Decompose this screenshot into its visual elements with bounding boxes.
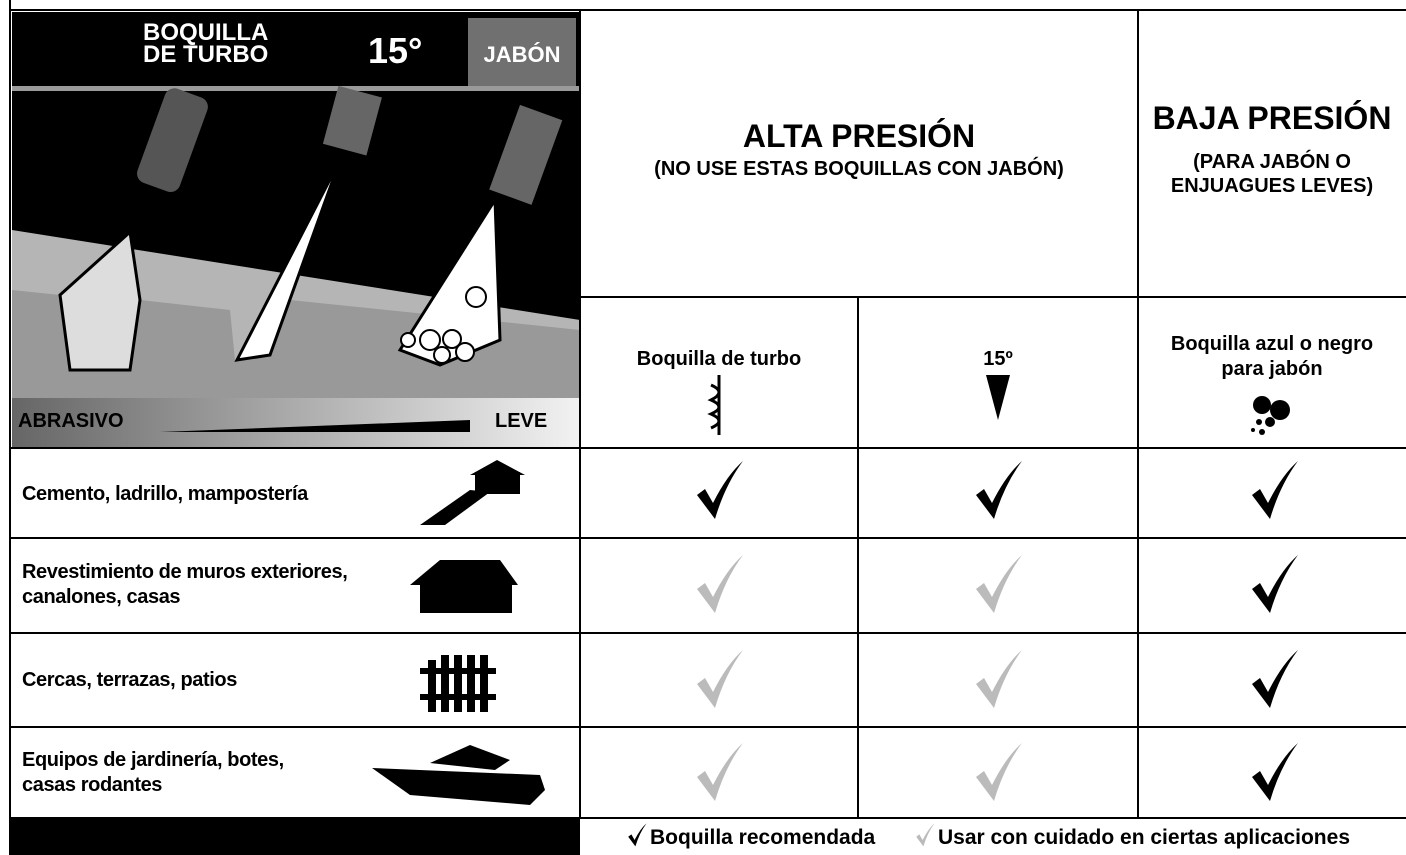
row-label: Cercas, terrazas, patios xyxy=(22,668,237,693)
scale-left: ABRASIVO xyxy=(18,410,124,432)
low-title: BAJA PRESIÓN xyxy=(1152,100,1392,136)
text: para jabón xyxy=(1221,358,1323,380)
text: Boquilla de turbo xyxy=(636,348,802,370)
text: Revestimiento de muros exteriores, xyxy=(22,561,348,583)
legend-caution: Usar con cuidado en ciertas aplicaciones xyxy=(938,826,1350,849)
text: (PARA JABÓN O xyxy=(1193,151,1351,173)
soap-box xyxy=(468,18,576,86)
nozzle-label: 15º xyxy=(858,348,1138,371)
high-title: ALTA PRESIÓN xyxy=(742,118,976,154)
row-label: Cemento, ladrillo, mampostería xyxy=(22,482,308,507)
text: Cemento, ladrillo, mampostería xyxy=(22,483,308,505)
text: DE TURBO xyxy=(143,41,269,68)
table-lines xyxy=(9,0,1406,855)
check-marks xyxy=(697,461,1298,801)
panel-title: BOQUILLA DE TURBO xyxy=(143,19,269,68)
text: 15º xyxy=(983,348,1013,370)
nozzle-label: Boquilla de turbo xyxy=(580,348,858,371)
text: casas rodantes xyxy=(22,774,163,796)
text: BOQUILLA xyxy=(143,19,269,46)
row-label: Revestimiento de muros exteriores, canalo… xyxy=(22,560,348,610)
panel-angle: 15° xyxy=(368,30,423,71)
row-label: Equipos de jardinería, botes, casas rodan… xyxy=(22,748,284,798)
scale-right: LEVE xyxy=(495,410,548,432)
text: Cercas, terrazas, patios xyxy=(22,669,237,691)
nozzle-label: Boquilla azul o negro para jabón xyxy=(1138,332,1406,382)
text: ENJUAGUES LEVES) xyxy=(1170,175,1374,197)
low-note: (PARA JABÓN O ENJUAGUES LEVES) xyxy=(1138,150,1406,198)
panel-soap: JABÓN xyxy=(483,42,561,67)
text: Equipos de jardinería, botes, xyxy=(22,749,284,771)
legend-recommended: Boquilla recomendada xyxy=(650,826,876,849)
text: canalones, casas xyxy=(22,586,181,608)
high-note: (NO USE ESTAS BOQUILLAS CON JABÓN) xyxy=(654,158,1064,180)
text: Boquilla azul o negro xyxy=(1170,333,1374,355)
